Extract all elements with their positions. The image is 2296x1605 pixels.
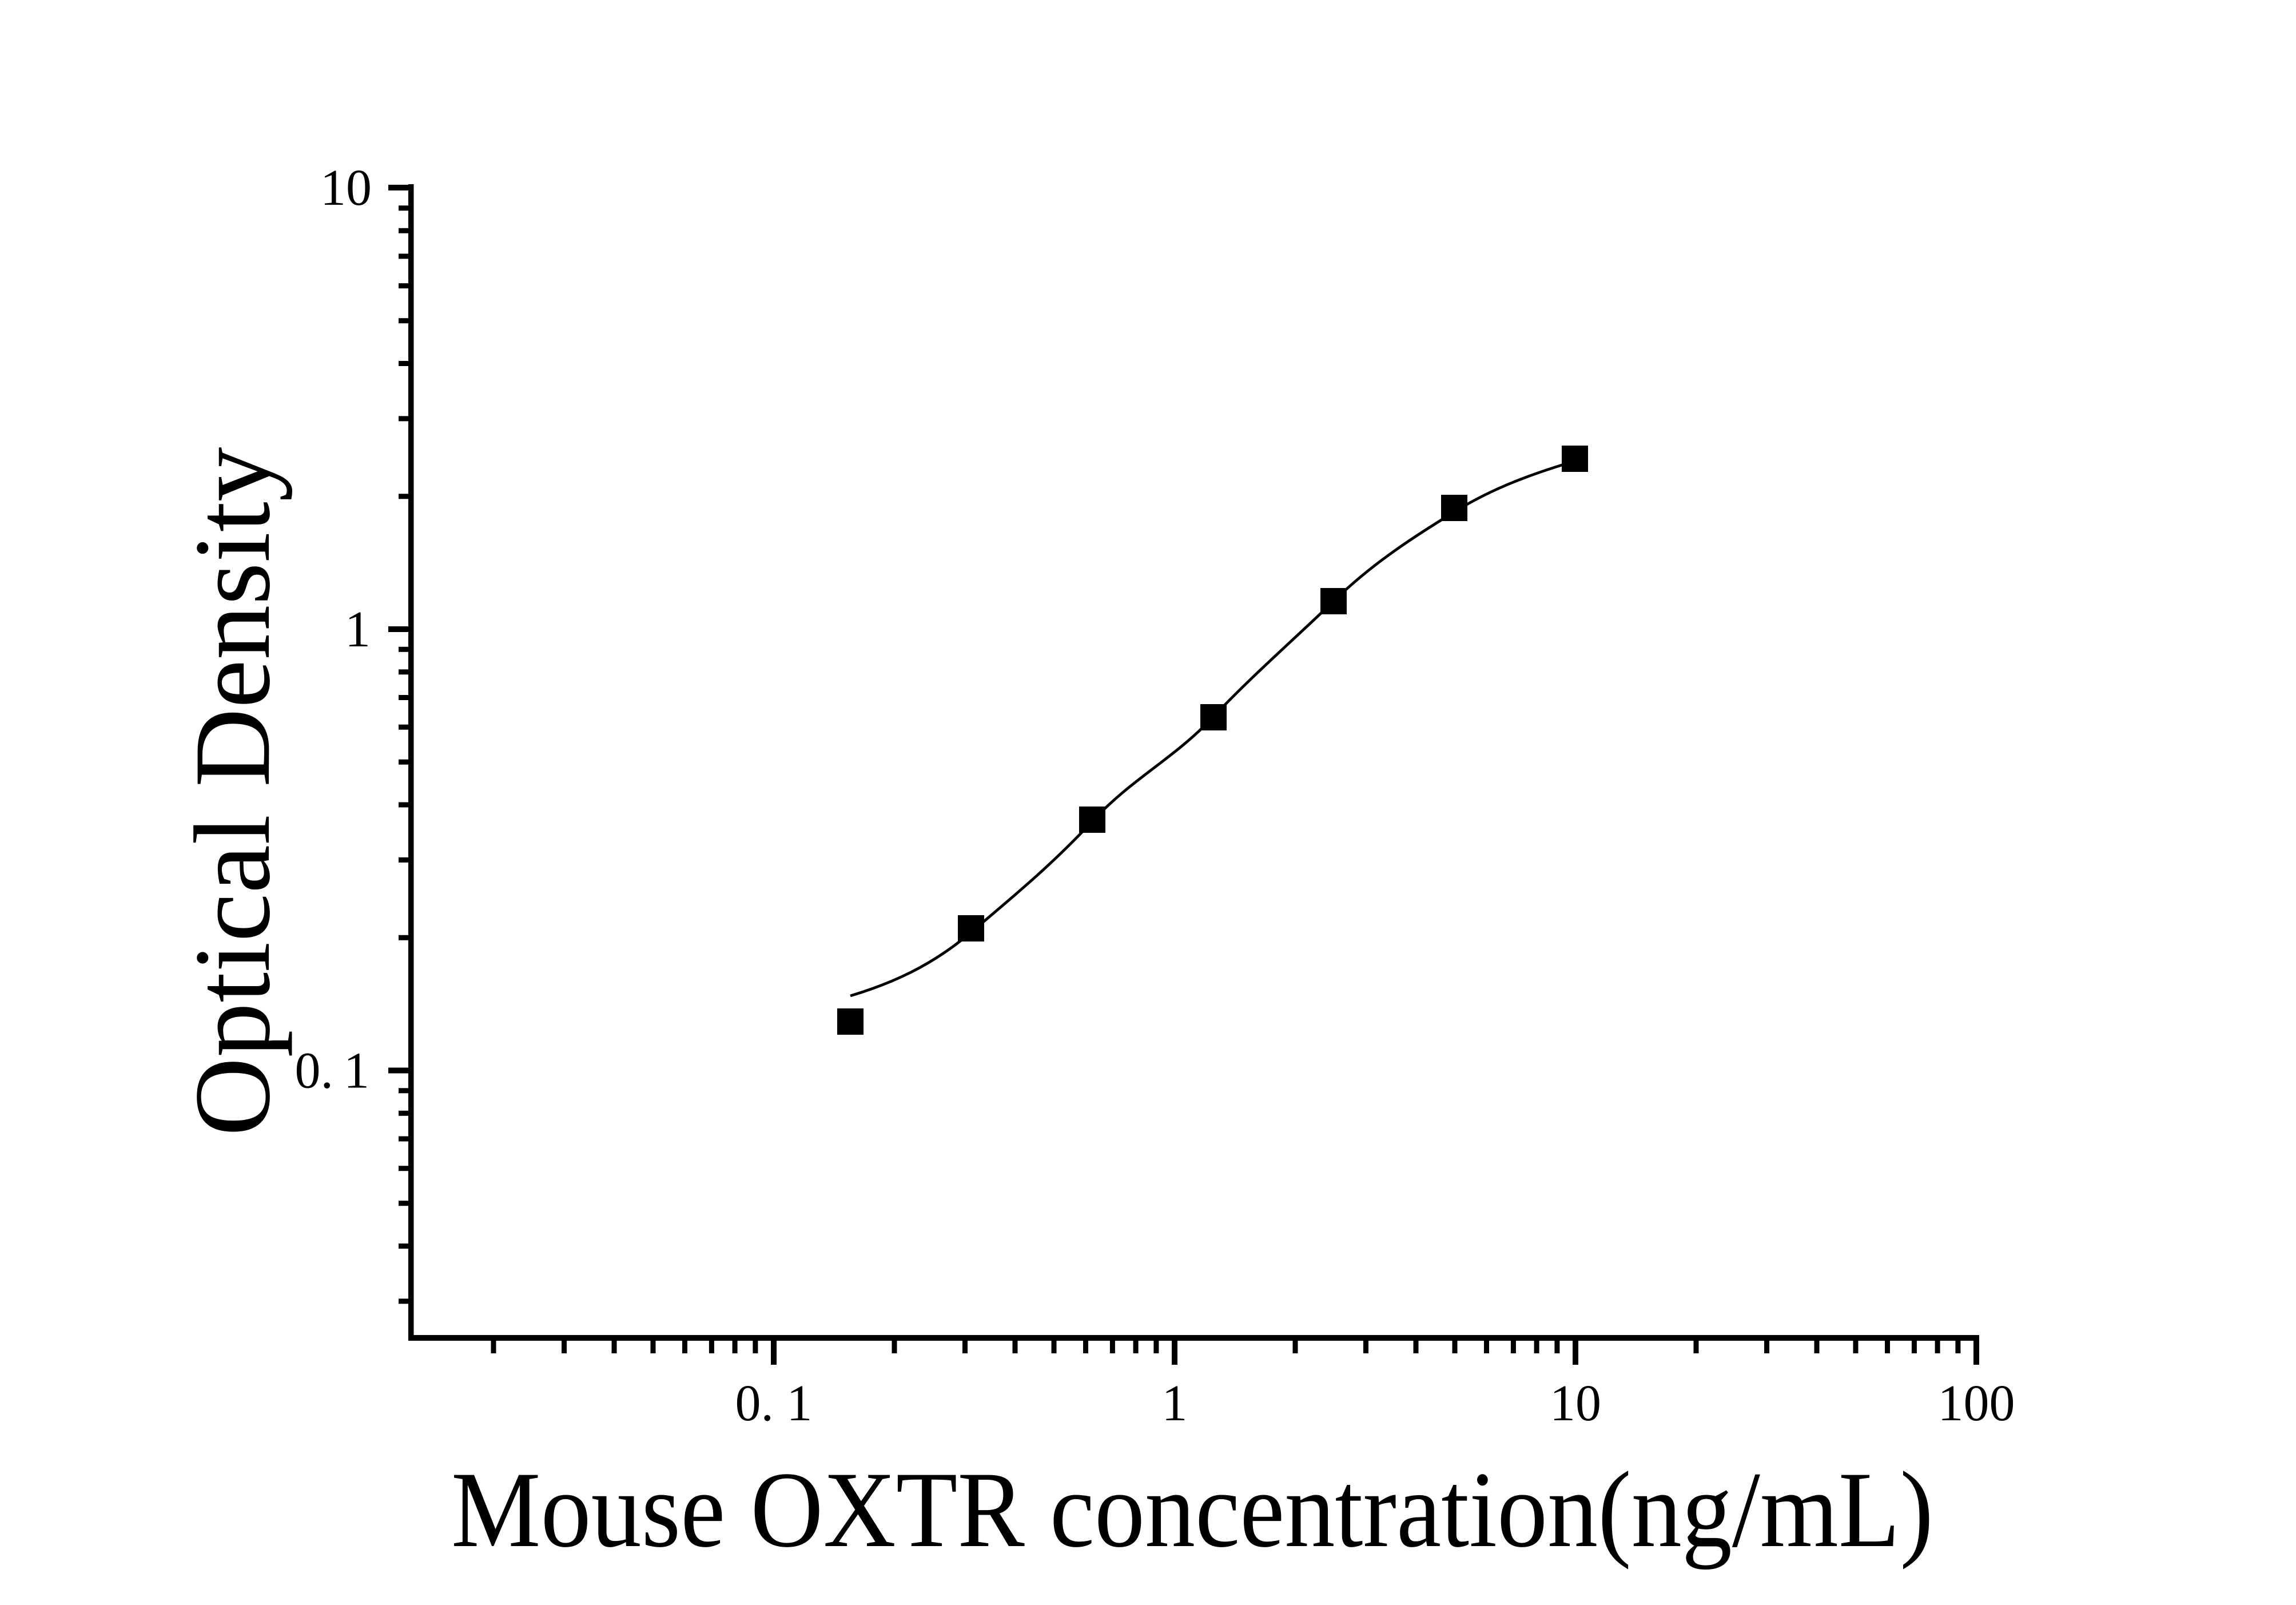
svg-text:0. 1: 0. 1 [735, 1375, 813, 1432]
svg-text:1: 1 [1162, 1375, 1188, 1432]
svg-text:100: 100 [1938, 1375, 2015, 1432]
svg-text:1: 1 [345, 601, 371, 658]
svg-text:Optical Density: Optical Density [173, 447, 293, 1137]
svg-text:10: 10 [1550, 1375, 1601, 1432]
svg-text:10: 10 [320, 160, 372, 216]
svg-text:0. 1: 0. 1 [295, 1043, 369, 1099]
svg-text:Mouse OXTR concentration(ng/mL: Mouse OXTR concentration(ng/mL) [451, 1450, 1933, 1570]
